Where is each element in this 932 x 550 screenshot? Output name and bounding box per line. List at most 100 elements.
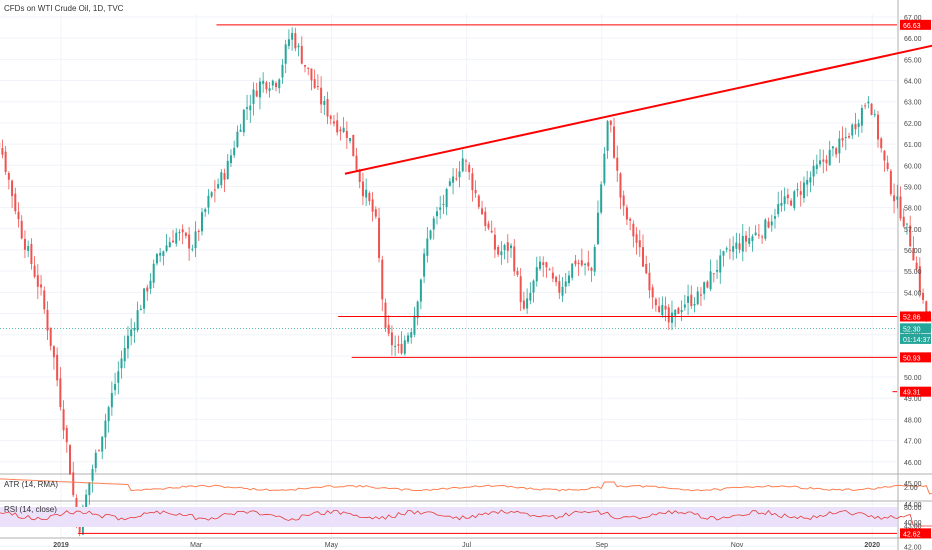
price-tick-label: 48.00 <box>904 417 922 424</box>
candle-up <box>236 131 239 147</box>
time-axis[interactable]: 2019MarMayJulSepNov2020MarMayJulSepNov20… <box>53 542 932 549</box>
candle-up <box>191 248 194 250</box>
candle-down <box>590 268 593 271</box>
time-tick-label: Nov <box>731 542 744 549</box>
candle-up <box>844 136 847 138</box>
candle-down <box>767 221 770 228</box>
candle-down <box>915 262 918 269</box>
time-tick-label: Jul <box>462 542 471 549</box>
candle-up <box>793 191 796 208</box>
candle-down <box>548 269 551 271</box>
price-tick-label: 56.00 <box>904 248 922 255</box>
price-axis[interactable]: 67.00 66.00 65.00 64.00 63.00 62.00 61.00 60.00… <box>904 15 922 550</box>
candle-down <box>468 164 471 173</box>
candle-down <box>513 246 516 272</box>
candle-up <box>165 245 168 252</box>
price-tick-label: 67.00 <box>904 15 922 22</box>
candle-up <box>126 335 129 349</box>
candle-up <box>123 348 126 362</box>
candlestick-series <box>0 27 932 537</box>
candle-down <box>49 327 52 346</box>
candle-up <box>281 64 284 78</box>
candle-down <box>555 276 558 283</box>
candle-down <box>223 173 226 180</box>
candle-down <box>56 354 59 381</box>
candle-down <box>551 272 554 279</box>
candle-down <box>368 192 371 202</box>
price-tick-label: 61.00 <box>904 142 922 149</box>
candle-up <box>687 296 690 303</box>
candle-up <box>217 184 220 189</box>
candle-up <box>815 164 818 169</box>
candle-down <box>699 294 702 296</box>
price-grid <box>0 14 897 547</box>
candle-down <box>11 180 14 197</box>
candle-up <box>584 263 587 265</box>
candle-down <box>352 134 355 157</box>
candle-down <box>490 230 493 233</box>
candle-down <box>864 105 867 107</box>
candle-up <box>252 89 255 104</box>
candle-down <box>33 265 36 277</box>
candle-down <box>20 220 23 239</box>
candle-down <box>213 189 216 191</box>
candle-up <box>133 327 136 331</box>
candle-down <box>757 234 760 236</box>
candle-up <box>394 345 397 347</box>
candle-down <box>642 247 645 267</box>
candle-down <box>184 232 187 236</box>
drawing-annotations[interactable] <box>77 21 932 534</box>
atr-label: ATR (14, RMA) <box>4 480 58 489</box>
time-tick-label: 2019 <box>53 542 69 549</box>
candle-up <box>149 280 152 289</box>
candle-down <box>294 33 297 49</box>
price-tag-box <box>900 19 931 30</box>
candle-up <box>500 251 503 256</box>
candle-down <box>361 181 364 197</box>
candle-down <box>14 193 17 212</box>
candle-down <box>65 427 68 443</box>
trendline[interactable] <box>344 21 932 175</box>
candle-down <box>893 195 896 202</box>
time-tick-label: 2020 <box>864 542 880 549</box>
candle-up <box>439 207 442 210</box>
candle-down <box>384 302 387 328</box>
candle-down <box>339 129 342 132</box>
candle-up <box>873 114 876 116</box>
candle-down <box>629 218 632 221</box>
candle-up <box>452 176 455 183</box>
candle-down <box>870 103 873 115</box>
candle-up <box>423 253 426 277</box>
candle-down <box>506 242 509 251</box>
candle-down <box>761 236 764 238</box>
candle-up <box>600 184 603 213</box>
candle-up <box>91 468 94 481</box>
price-tag-box <box>900 528 931 539</box>
candle-up <box>770 221 773 226</box>
candle-down <box>78 523 81 533</box>
candle-down <box>522 300 525 309</box>
price-tick-label: 49.00 <box>904 396 922 403</box>
candle-down <box>23 238 26 250</box>
candle-down <box>638 240 641 248</box>
price-tag-box <box>900 333 931 344</box>
candle-down <box>4 151 7 172</box>
candle-up <box>342 127 345 132</box>
candle-down <box>265 82 268 90</box>
candle-up <box>139 308 142 311</box>
candle-down <box>181 229 184 233</box>
candle-up <box>413 315 416 335</box>
candle-up <box>680 309 683 313</box>
candle-up <box>851 124 854 136</box>
candle-down <box>667 307 670 323</box>
candle-up <box>429 230 432 239</box>
candle-up <box>838 138 841 154</box>
candle-up <box>114 384 117 391</box>
rsi-line <box>0 509 932 527</box>
candle-up <box>535 267 538 282</box>
candle-up <box>764 219 767 239</box>
candle-up <box>670 312 673 323</box>
candle-up <box>323 100 326 105</box>
candle-down <box>400 343 403 354</box>
